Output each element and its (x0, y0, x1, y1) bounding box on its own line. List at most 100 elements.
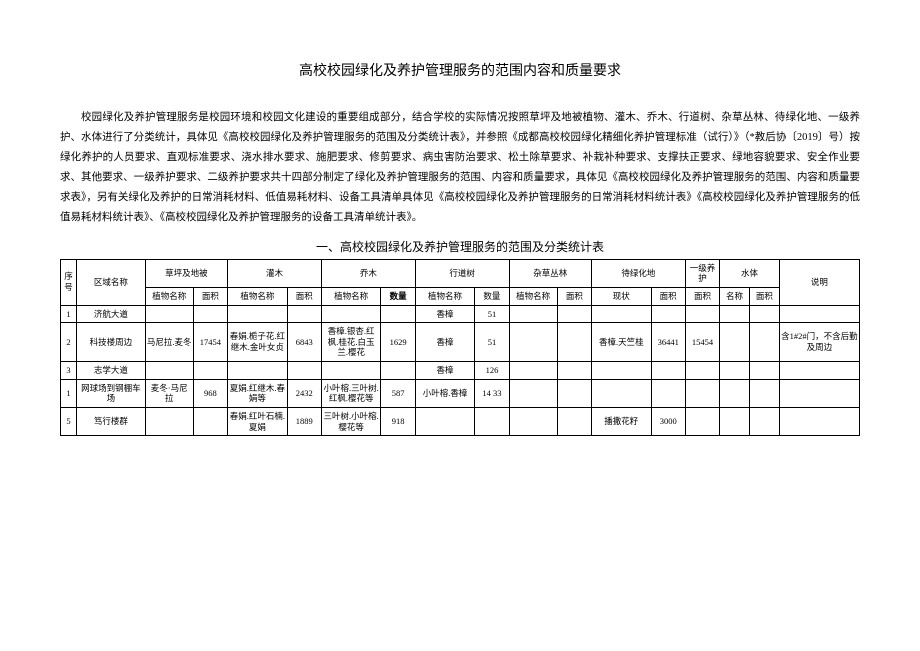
th-sub: 面积 (557, 287, 591, 305)
classification-table: 序号 区域名称 草坪及地被 灌木 乔木 行道树 杂草丛林 待绿化地 一级养护 水… (60, 259, 860, 437)
table-cell (509, 305, 557, 323)
table-cell (749, 379, 779, 407)
table-cell: 126 (475, 362, 509, 380)
table-cell: 志学大道 (77, 362, 146, 380)
table-cell: 1 (61, 305, 77, 323)
th-sub-qty-bold: 数量 (381, 287, 415, 305)
table-cell: 15454 (685, 323, 719, 362)
table-cell: 36441 (651, 323, 685, 362)
table-cell: 香樟.天竺桂 (592, 323, 652, 362)
table-cell: 14 33 (475, 379, 509, 407)
intro-text: 校园绿化及养护管理服务是校园环境和校园文化建设的重要组成部分，结合学校的实际情况… (60, 108, 860, 228)
table-cell: 三叶树.小叶榕.樱花等 (321, 407, 381, 435)
table-cell (145, 407, 193, 435)
table-cell (720, 407, 750, 435)
table-cell (228, 362, 288, 380)
th-sub: 植物名称 (228, 287, 288, 305)
th-level1: 一级养护 (685, 259, 719, 287)
table-cell (651, 362, 685, 380)
th-sub: 植物名称 (321, 287, 381, 305)
table-cell (145, 305, 193, 323)
intro-paragraph: 校园绿化及养护管理服务是校园环境和校园文化建设的重要组成部分，结合学校的实际情况… (60, 108, 860, 228)
table-cell: 科技楼周边 (77, 323, 146, 362)
table-cell (557, 407, 591, 435)
table-cell: 春娟.红叶石楠.夏娟 (228, 407, 288, 435)
table-row: 1济航大道 香樟51 (61, 305, 860, 323)
th-sub: 面积 (287, 287, 321, 305)
table-cell: 918 (381, 407, 415, 435)
document-title: 高校校园绿化及养护管理服务的范围内容和质量要求 (60, 60, 860, 80)
table-cell: 网球场到钢棚车场 (77, 379, 146, 407)
table-row: 3志学大道香樟126 (61, 362, 860, 380)
table-body: 1济航大道香樟512科技楼周边马尼拉.麦冬17454春娟.栀子花.红继木.金叶女… (61, 305, 860, 436)
table-cell (228, 305, 288, 323)
table-cell (685, 407, 719, 435)
table-cell (509, 323, 557, 362)
table-cell: 968 (193, 379, 227, 407)
table-cell (509, 407, 557, 435)
table-cell (592, 305, 652, 323)
table-cell (509, 379, 557, 407)
table-cell: 6843 (287, 323, 321, 362)
table-caption: 一、高校校园绿化及养护管理服务的范围及分类统计表 (60, 238, 860, 255)
th-sub: 现状 (592, 287, 652, 305)
table-cell: 3000 (651, 407, 685, 435)
th-sub: 名称 (720, 287, 750, 305)
table-cell: 587 (381, 379, 415, 407)
table-cell: 51 (475, 305, 509, 323)
th-weed: 杂草丛林 (509, 259, 591, 287)
table-row: 5笃行楼群春娟.红叶石楠.夏娟1889三叶树.小叶榕.樱花等918播撒花籽300… (61, 407, 860, 435)
table-cell (381, 362, 415, 380)
th-sub: 面积 (193, 287, 227, 305)
th-sub: 植物名称 (509, 287, 557, 305)
table-cell (415, 407, 475, 435)
table-cell: 2 (61, 323, 77, 362)
table-cell (685, 362, 719, 380)
table-cell (685, 305, 719, 323)
th-water: 水体 (720, 259, 780, 287)
table-cell (321, 362, 381, 380)
th-sub: 植物名称 (145, 287, 193, 305)
table-cell (749, 362, 779, 380)
table-cell: 笃行楼群 (77, 407, 146, 435)
table-cell: 2432 (287, 379, 321, 407)
table-cell (685, 379, 719, 407)
table-cell (193, 305, 227, 323)
table-cell: 香樟 (415, 305, 475, 323)
th-seq: 序号 (61, 259, 77, 305)
table-cell: 夏娟.红继木.春娟等 (228, 379, 288, 407)
th-sub: 面积 (749, 287, 779, 305)
table-cell: 17454 (193, 323, 227, 362)
table-cell (475, 407, 509, 435)
table-cell: 济航大道 (77, 305, 146, 323)
table-cell: 51 (475, 323, 509, 362)
table-cell: 含1#2#门，不含后勤及周边 (779, 323, 859, 362)
table-cell: 3 (61, 362, 77, 380)
table-cell (321, 305, 381, 323)
table-cell (720, 323, 750, 362)
table-cell: 1629 (381, 323, 415, 362)
table-cell: 马尼拉.麦冬 (145, 323, 193, 362)
table-cell (557, 323, 591, 362)
table-cell (381, 305, 415, 323)
th-area: 区域名称 (77, 259, 146, 305)
table-cell: 1889 (287, 407, 321, 435)
table-cell (287, 362, 321, 380)
table-cell (509, 362, 557, 380)
table-cell (749, 407, 779, 435)
table-cell (193, 407, 227, 435)
table-cell (749, 305, 779, 323)
table-cell: 1 (61, 379, 77, 407)
table-cell: 香樟 (415, 323, 475, 362)
table-cell (779, 379, 859, 407)
table-cell (287, 305, 321, 323)
table-header: 序号 区域名称 草坪及地被 灌木 乔木 行道树 杂草丛林 待绿化地 一级养护 水… (61, 259, 860, 305)
th-sub: 面积 (685, 287, 719, 305)
table-cell (592, 362, 652, 380)
table-cell (720, 362, 750, 380)
table-cell (193, 362, 227, 380)
th-shrub: 灌木 (228, 259, 322, 287)
th-sub: 数量 (475, 287, 509, 305)
table-cell (651, 379, 685, 407)
table-cell (779, 407, 859, 435)
